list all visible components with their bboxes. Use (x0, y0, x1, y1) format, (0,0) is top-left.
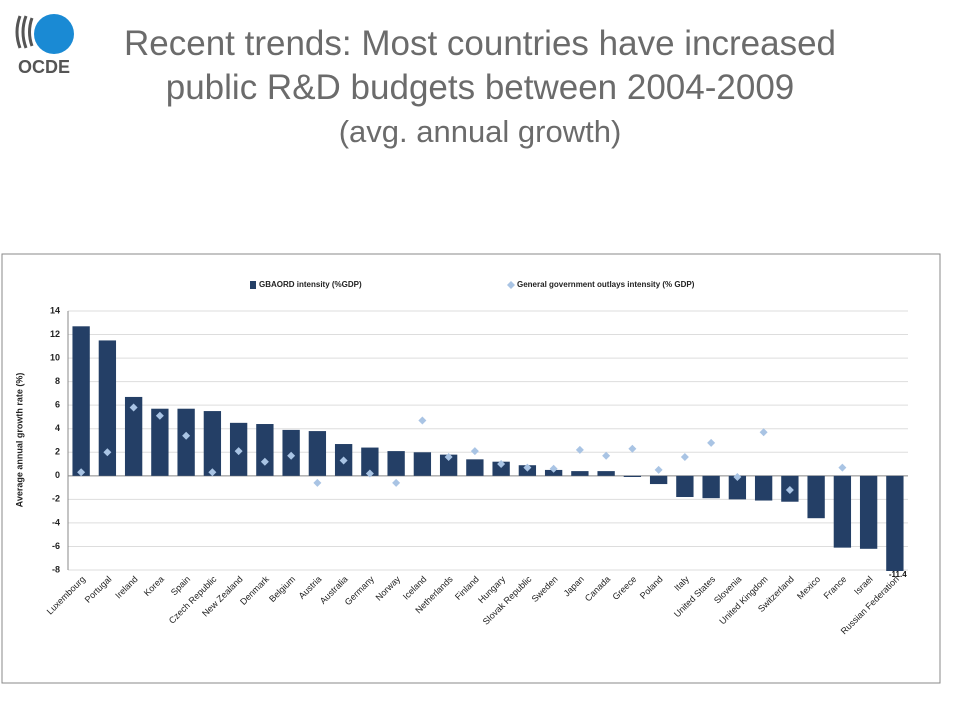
point (287, 451, 296, 460)
bar (466, 459, 484, 476)
bar (807, 475, 825, 519)
point (523, 463, 532, 472)
bar (544, 469, 563, 476)
point (654, 465, 663, 474)
point (103, 448, 112, 457)
point (628, 444, 637, 453)
point (444, 452, 453, 461)
point (234, 447, 243, 456)
point (365, 469, 374, 478)
subtitle: (avg. annual growth) (338, 114, 622, 149)
bar (72, 326, 90, 476)
y-tick-label: -2 (52, 494, 60, 504)
point (418, 416, 427, 425)
bar (492, 461, 510, 476)
point (77, 468, 86, 477)
logo: OCDE (15, 14, 74, 76)
y-tick-label: -6 (52, 541, 60, 551)
title: Recent trends: Most countries have incre… (123, 24, 837, 107)
point (602, 451, 611, 460)
y-tick-label: 14 (50, 305, 60, 315)
point (129, 403, 138, 412)
y-tick-label: 2 (55, 447, 60, 457)
bar (676, 475, 694, 498)
bar (151, 408, 169, 476)
point (339, 456, 348, 465)
point (208, 468, 217, 477)
y-tick-label: -4 (52, 517, 60, 527)
point (470, 447, 479, 456)
bar (124, 396, 143, 476)
bar (177, 408, 195, 476)
legend-swatch (507, 281, 515, 289)
bar (833, 475, 852, 548)
point (497, 460, 506, 469)
logo-text: OCDE (18, 57, 70, 76)
y-tick-label: 12 (50, 329, 60, 339)
y-tick-label: 4 (55, 423, 60, 433)
point (260, 457, 269, 466)
y-tick-label: -8 (52, 564, 60, 574)
bar (623, 475, 642, 477)
point (759, 428, 768, 437)
point (575, 445, 584, 454)
bar (702, 475, 720, 499)
bar (728, 475, 747, 500)
bar (413, 452, 432, 476)
point (392, 478, 401, 487)
legend-label: GBAORD intensity (%GDP) (259, 280, 362, 289)
bar (649, 475, 668, 485)
data-label: -11.4 (889, 570, 907, 579)
point (785, 485, 794, 494)
y-axis-label: Average annual growth rate (%) (14, 373, 24, 508)
bar (256, 424, 274, 476)
point (182, 431, 191, 440)
bar (98, 340, 117, 476)
point (155, 411, 164, 420)
bar (571, 471, 589, 476)
y-tick-label: 10 (50, 352, 60, 362)
bar (859, 475, 878, 549)
y-tick-label: 8 (55, 376, 60, 386)
y-tick-label: 6 (55, 400, 60, 410)
legend-label: General government outlays intensity (% … (517, 280, 695, 289)
bar (361, 447, 379, 476)
plot-area (72, 326, 904, 571)
point (707, 438, 716, 447)
point (733, 472, 742, 481)
bar (886, 475, 904, 571)
title-block: Recent trends: Most countries have incre… (80, 22, 880, 154)
point (549, 464, 558, 473)
bar (754, 475, 773, 501)
bar (597, 471, 615, 476)
bar (387, 451, 405, 476)
legend-swatch (250, 281, 256, 289)
point (680, 452, 689, 461)
point (313, 478, 322, 487)
y-tick-label: 0 (55, 470, 60, 480)
bar (308, 431, 327, 476)
bar (203, 411, 222, 476)
bar (439, 454, 458, 476)
point (838, 463, 847, 472)
